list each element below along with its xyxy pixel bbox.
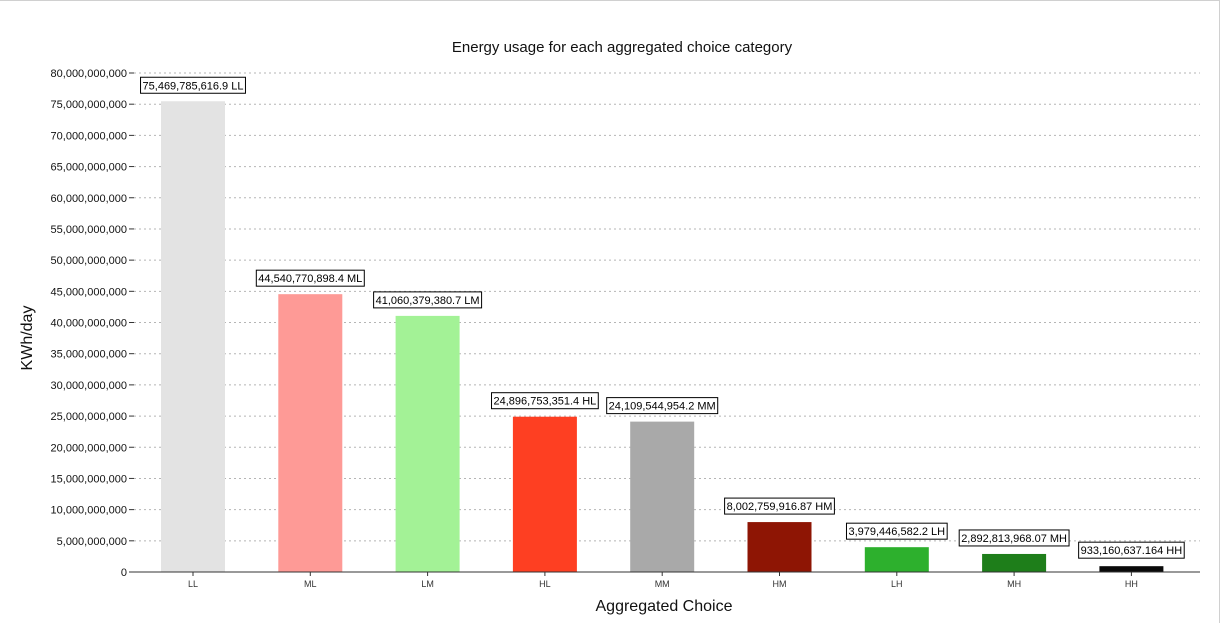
x-tick-label: LH (891, 579, 903, 589)
bar-hh (1099, 566, 1164, 572)
x-axis-title: Aggregated Choice (596, 598, 733, 615)
y-tick-label: 75,000,000,000 (51, 99, 127, 111)
data-label-ll: 75,469,785,616.9 LL (140, 76, 246, 94)
x-axis-ticks: LL ML LM HL MM HM LH MH HH (188, 572, 1138, 589)
data-label-box (1078, 541, 1185, 559)
data-label-text: 933,160,637.164 HH (1081, 545, 1183, 557)
data-label-mm: 24,109,544,954.2 MM (606, 397, 719, 415)
data-label-box (958, 529, 1070, 547)
bar-mh (982, 553, 1047, 572)
data-label-text: 75,469,785,616.9 LL (143, 80, 244, 92)
data-label-text: 2,892,813,968.07 MH (961, 533, 1067, 545)
data-label-box (140, 76, 246, 94)
x-tick-label: LL (188, 579, 198, 589)
y-tick-label: 50,000,000,000 (51, 255, 127, 267)
y-tick-label: 70,000,000,000 (51, 130, 127, 142)
x-tick-label: HM (773, 579, 787, 589)
data-label-box (606, 397, 719, 415)
y-tick-label: 40,000,000,000 (51, 318, 127, 330)
x-tick-label: LM (421, 579, 434, 589)
data-label-lm: 41,060,379,380.7 LM (373, 291, 483, 309)
chart-title: Energy usage for each aggregated choice … (452, 39, 793, 56)
y-tick-label: 65,000,000,000 (51, 162, 127, 174)
y-tick-label: 20,000,000,000 (51, 442, 127, 454)
data-label-box (845, 522, 948, 540)
data-label-mh: 2,892,813,968.07 MH (958, 529, 1070, 547)
x-tick-label: ML (304, 579, 317, 589)
bar-hl (512, 416, 577, 572)
data-label-hm: 8,002,759,916.87 HM (724, 497, 835, 515)
data-label-hh: 933,160,637.164 HH (1078, 541, 1185, 559)
x-tick-label: HH (1125, 579, 1138, 589)
y-tick-label: 30,000,000,000 (51, 380, 127, 392)
y-axis-ticks: 0 5,000,000,000 10,000,000,000 15,000,000,0… (51, 68, 134, 579)
y-tick-label: 80,000,000,000 (51, 68, 127, 80)
x-tick-label: MM (655, 579, 670, 589)
data-label-box (724, 497, 835, 515)
y-axis-title: KWh/day (19, 306, 36, 371)
y-tick-label: 15,000,000,000 (51, 473, 127, 485)
bar-mm (630, 421, 695, 572)
data-label-ml: 44,540,770,898.4 ML (255, 269, 365, 287)
data-label-box (373, 291, 483, 309)
y-tick-label: 10,000,000,000 (51, 505, 127, 517)
y-tick-label: 0 (121, 567, 127, 579)
bar-ml (278, 294, 343, 572)
y-tick-label: 60,000,000,000 (51, 193, 127, 205)
x-tick-label: HL (539, 579, 551, 589)
bar-hm (747, 522, 812, 572)
data-label-text: 44,540,770,898.4 ML (258, 273, 362, 285)
y-tick-label: 5,000,000,000 (57, 536, 127, 548)
y-tick-label: 25,000,000,000 (51, 411, 127, 423)
y-tick-label: 35,000,000,000 (51, 349, 127, 361)
bar-lh (864, 547, 929, 572)
data-label-box (491, 392, 599, 410)
bar-ll (161, 101, 225, 573)
y-tick-label: 45,000,000,000 (51, 286, 127, 298)
data-label-hl: 24,896,753,351.4 HL (491, 392, 599, 410)
y-tick-label: 55,000,000,000 (51, 224, 127, 236)
data-label-text: 24,109,544,954.2 MM (609, 401, 716, 413)
bars (161, 101, 1164, 573)
x-tick-label: MH (1007, 579, 1021, 589)
data-label-text: 24,896,753,351.4 HL (494, 396, 597, 408)
data-label-text: 41,060,379,380.7 LM (376, 295, 480, 307)
data-label-box (255, 269, 365, 287)
data-label-lh: 3,979,446,582.2 LH (845, 522, 948, 540)
bar-lm (395, 315, 460, 572)
data-label-text: 3,979,446,582.2 LH (848, 526, 945, 538)
data-label-text: 8,002,759,916.87 HM (727, 501, 833, 513)
data-labels: 75,469,785,616.9 LL 44,540,770,898.4 ML 41… (140, 76, 1185, 559)
